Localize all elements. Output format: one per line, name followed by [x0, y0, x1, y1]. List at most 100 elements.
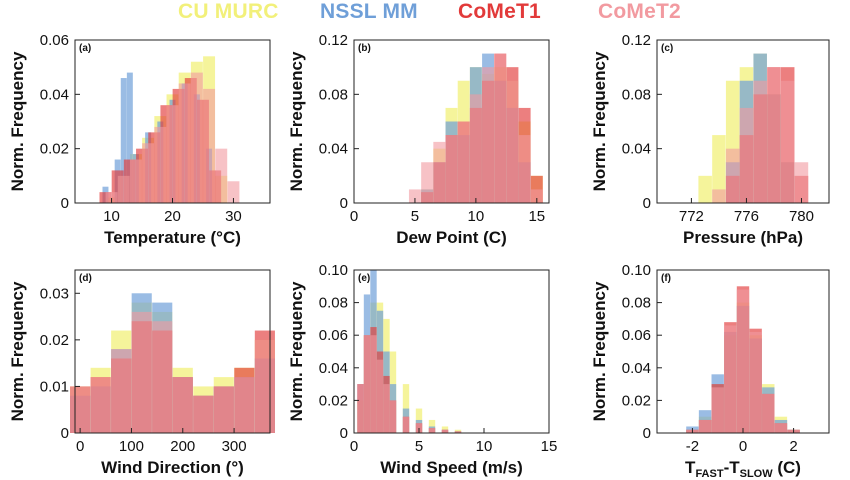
bar	[433, 141, 446, 203]
bar	[428, 428, 436, 433]
bar	[172, 377, 193, 433]
bar	[209, 170, 222, 203]
y-tick-label: 0.03	[40, 285, 69, 302]
y-tick-label: 0.02	[622, 392, 651, 409]
chart-legend: CU MURC NSSL MM CoMeT1 CoMeT2	[0, 0, 850, 34]
x-axis-label: TFAST-TSLOW (C)	[685, 458, 801, 480]
y-tick-label: 0	[643, 195, 651, 212]
y-axis-label: Norm. Frequency	[287, 281, 306, 421]
y-tick-label: 0.04	[40, 86, 69, 103]
bar	[724, 325, 737, 433]
y-tick-label: 0.08	[319, 295, 348, 312]
x-tick-label: 200	[170, 438, 195, 455]
legend-comet1: CoMeT1	[458, 0, 541, 23]
bar	[131, 311, 152, 433]
bar	[129, 159, 142, 203]
x-tick-label: 776	[734, 208, 759, 225]
bar	[736, 289, 750, 433]
y-axis-label: Norm. Frequency	[590, 281, 609, 421]
x-tick-label: 100	[119, 438, 144, 455]
bar	[762, 393, 775, 433]
bar	[794, 162, 809, 203]
bar	[376, 359, 384, 433]
x-tick-label: 780	[789, 208, 814, 225]
bar	[215, 148, 228, 203]
bar	[749, 331, 762, 433]
bar	[712, 135, 726, 203]
bar	[482, 67, 495, 204]
y-tick-label: 0.08	[319, 86, 348, 103]
legend-nssl-mm: NSSL MM	[320, 0, 418, 23]
axis-box	[353, 269, 550, 434]
bar	[142, 143, 155, 203]
bar	[190, 72, 203, 203]
bar	[154, 126, 167, 203]
panel-a: 10 20 30 0 0.02 0.04 0.06 (a) Norm. Frequency Tem…	[8, 32, 271, 247]
bar	[494, 53, 507, 204]
bar	[530, 175, 543, 203]
bar	[518, 135, 531, 203]
bar	[193, 395, 214, 433]
bar	[213, 386, 234, 433]
y-tick-label: 0.04	[622, 141, 651, 158]
bar	[254, 339, 275, 433]
y-tick-label: 0.01	[40, 378, 69, 395]
bar	[117, 175, 130, 203]
y-tick-label: 0.02	[40, 332, 69, 349]
y-tick-label: 0.02	[40, 141, 69, 158]
bar	[428, 419, 436, 433]
x-tick-label: 0	[76, 438, 84, 455]
bar	[111, 170, 124, 203]
bar	[70, 386, 91, 433]
bar	[120, 78, 127, 203]
bar	[227, 181, 240, 203]
y-tick-label: 0.04	[319, 360, 348, 377]
panel-f: -2 0 2 0 0.02 0.04 0.06 0.08 0.10 (f) Norm. Freque…	[590, 262, 830, 480]
axis-box	[656, 39, 830, 204]
y-tick-label: 0.08	[622, 86, 651, 103]
x-tick-label: 10	[476, 438, 493, 455]
bar	[389, 400, 397, 433]
panel-label: (d)	[79, 273, 92, 284]
bar	[99, 192, 112, 203]
bar	[780, 80, 795, 203]
bar	[166, 105, 179, 203]
y-tick-label: 0	[340, 425, 348, 442]
bar	[136, 148, 149, 203]
panel-label: (f)	[661, 273, 671, 284]
panel-label: (b)	[358, 43, 371, 54]
y-tick-label: 0.06	[622, 327, 651, 344]
bar	[530, 189, 543, 203]
x-tick-label: 5	[411, 208, 419, 225]
y-tick-label: 0.06	[319, 327, 348, 344]
x-tick-label: 15	[541, 438, 558, 455]
bar	[111, 349, 132, 433]
bar	[126, 72, 133, 203]
y-tick-label: 0.12	[622, 32, 651, 49]
axis-box	[353, 39, 550, 204]
x-tick-label: 15	[528, 208, 545, 225]
x-tick-label: 0	[739, 438, 747, 455]
axis-box	[74, 269, 271, 434]
bar	[711, 387, 724, 433]
panel-c: 772 776 780 0 0.04 0.08 0.12 (c) Norm. Frequency…	[590, 32, 830, 247]
x-tick-label: 300	[222, 438, 247, 455]
bar	[90, 377, 111, 433]
y-axis-label: Norm. Frequency	[8, 51, 27, 191]
bar	[712, 189, 726, 203]
x-axis-label: Temperature (°C)	[104, 228, 241, 247]
panel-b: 0 5 10 15 0 0.04 0.08 0.12 (b) Norm. Frequency Dew…	[287, 32, 550, 247]
x-tick-label: 2	[789, 438, 797, 455]
y-tick-label: 0.04	[319, 141, 348, 158]
y-tick-label: 0.10	[319, 262, 348, 279]
bar	[698, 175, 712, 203]
bar	[774, 423, 788, 433]
x-tick-label: 10	[468, 208, 485, 225]
bar	[457, 121, 470, 203]
bar	[408, 189, 421, 203]
bar	[148, 132, 161, 203]
panel-d: 0 100 200 300 0 0.01 0.02 0.03 (d) Norm. Frequenc…	[8, 269, 275, 477]
panel-e: 0 5 10 15 0 0.02 0.04 0.06 0.08 0.10 (e) Norm. Freq…	[287, 262, 557, 477]
y-tick-label: 0.12	[319, 32, 348, 49]
